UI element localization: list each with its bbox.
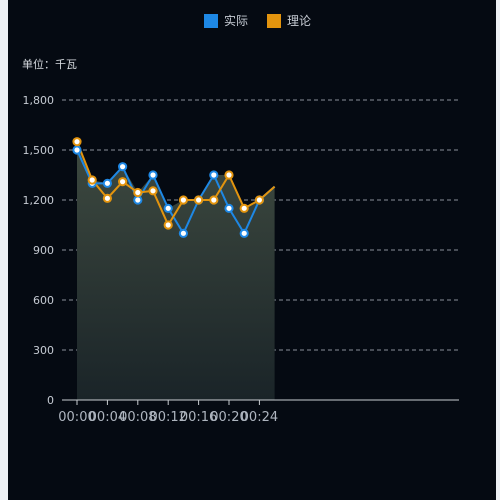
data-point-actual[interactable]: [102, 178, 113, 188]
y-tick-label: 600: [33, 294, 54, 307]
data-point-theoretical[interactable]: [239, 203, 249, 213]
data-point-theoretical[interactable]: [148, 186, 158, 196]
x-tick-label: 00:24: [241, 410, 278, 425]
x-tick-label: 00:08: [119, 410, 156, 425]
x-axis: [62, 399, 459, 405]
data-point-actual[interactable]: [224, 203, 234, 213]
y-tick-label: 0: [47, 394, 54, 407]
legend-label-actual[interactable]: 实际: [224, 13, 248, 28]
data-point-actual[interactable]: [72, 145, 82, 155]
data-point-theoretical[interactable]: [254, 195, 264, 205]
y-tick-label: 1,500: [23, 144, 55, 157]
data-point-actual[interactable]: [239, 228, 249, 238]
data-point-theoretical[interactable]: [118, 177, 128, 187]
data-point-theoretical[interactable]: [224, 170, 234, 180]
data-point-actual[interactable]: [209, 170, 219, 180]
data-point-actual[interactable]: [163, 203, 173, 213]
legend-swatch-theoretical[interactable]: [267, 14, 281, 28]
x-tick-label: 00:20: [210, 410, 247, 425]
x-tick-label: 00:12: [149, 410, 186, 425]
data-point-actual[interactable]: [178, 228, 188, 238]
series-points: [72, 137, 264, 238]
data-point-theoretical[interactable]: [178, 195, 188, 205]
y-tick-label: 900: [33, 244, 54, 257]
data-point-theoretical[interactable]: [163, 220, 173, 230]
y-tick-label: 300: [33, 344, 54, 357]
x-tick-label: 00:00: [58, 410, 95, 425]
data-point-actual[interactable]: [133, 195, 143, 205]
x-tick-label: 00:04: [89, 410, 126, 425]
x-tick-label: 00:16: [180, 410, 217, 425]
data-point-theoretical[interactable]: [194, 195, 204, 205]
data-point-actual[interactable]: [148, 170, 158, 180]
data-point-actual[interactable]: [118, 162, 128, 172]
data-point-theoretical[interactable]: [133, 187, 143, 198]
data-point-theoretical[interactable]: [102, 193, 113, 203]
data-point-theoretical[interactable]: [209, 195, 219, 205]
data-point-theoretical[interactable]: [87, 175, 97, 185]
legend-swatch-actual[interactable]: [204, 14, 218, 28]
legend-label-theoretical[interactable]: 理论: [287, 14, 311, 28]
y-axis-ticks: 0 300 600 900 1,200 1,500 1,800: [23, 94, 55, 407]
data-point-theoretical[interactable]: [72, 137, 82, 147]
legend: 实际 理论: [204, 13, 311, 28]
unit-label: 单位：千瓦: [22, 57, 77, 71]
y-tick-label: 1,200: [23, 194, 55, 207]
y-tick-label: 1,800: [23, 94, 55, 107]
